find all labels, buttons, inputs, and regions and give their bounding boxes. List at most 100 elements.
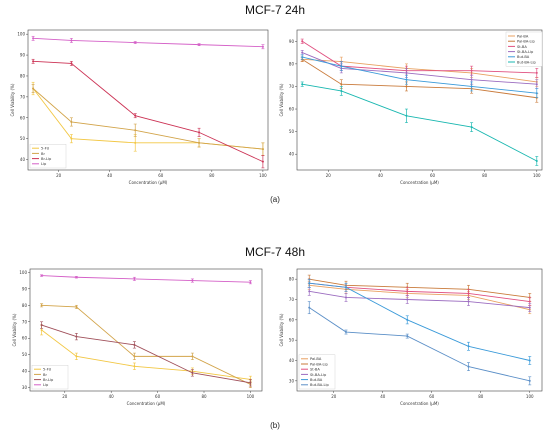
series-line [302,56,537,94]
data-point [75,276,78,279]
caption-a: (a) [270,195,280,204]
data-point [470,69,473,72]
data-point [70,62,73,65]
y-tick-label: 100 [17,32,25,37]
data-point [308,306,311,309]
data-point [345,286,347,289]
data-point [70,120,73,123]
legend-box [31,364,69,390]
y-tick-label: 60 [22,336,28,341]
data-point [75,355,78,358]
legend-label: 5-FU [43,368,52,372]
legend-label: Lip [43,383,49,387]
data-point [301,83,304,86]
x-axis-label: Concentration (µM) [400,180,439,185]
legend-label: Br-Lip [43,378,54,382]
y-tick-label: 70 [20,94,26,99]
chart-48h-left: 20 40 60 80 100 30 40 50 60 70 80 90 100 Concentratio… [12,268,263,406]
legend-label: Pal-BA-Lip [517,40,536,44]
data-point [467,300,470,303]
x-tick-label: 60 [429,394,435,399]
x-tick-label: 100 [533,173,541,178]
data-point [535,159,538,162]
series-line [302,52,537,85]
x-tick-label: 80 [482,173,488,178]
legend-label: Lip [41,162,47,166]
data-point [133,277,136,280]
chart-48h-right: 20 40 60 80 100 30 40 50 60 70 80 Concentration (µM… [279,268,543,406]
data-point [405,114,408,117]
legend-label: Br [43,373,47,377]
x-tick-label: 60 [158,173,164,178]
x-tick-label: 20 [326,173,332,178]
y-tick-label: 60 [289,107,295,112]
x-axis-label: Concentration (µM) [400,401,439,406]
legend-label: But-BA-Lip [310,383,329,387]
data-point [535,71,538,74]
legend-label: Pal-BA [517,34,529,38]
data-point [301,56,304,59]
data-point [134,129,137,132]
chart-title-48h: MCF-7 48h [244,245,306,259]
x-tick-label: 20 [62,394,68,399]
y-tick-label: 50 [22,352,28,357]
x-axis-label: Concentration (µM) [127,401,166,406]
series-line [41,275,251,283]
data-point [134,114,137,117]
data-point [198,131,201,134]
data-point [75,335,78,338]
data-point [249,281,252,284]
x-tick-label: 40 [107,173,113,178]
data-point [535,92,538,95]
legend-label: St-BA [517,45,527,49]
y-tick-label: 40 [22,369,28,374]
chart-title-24h: MCF-7 24h [244,3,306,17]
data-point [308,290,311,293]
data-point [406,298,409,301]
data-point [528,379,531,382]
x-tick-label: 80 [209,173,215,178]
data-point [405,85,408,88]
data-point [249,381,252,384]
legend-label: Pal-BA-Lip [310,362,329,366]
y-tick-label: 40 [20,157,26,162]
data-point [528,359,531,362]
legend-label: 5-FU [41,147,50,151]
series-line [41,329,251,380]
data-point [301,51,304,54]
data-point [40,324,43,327]
data-point [340,83,343,86]
x-tick-label: 80 [478,394,484,399]
data-point [70,137,73,140]
y-tick-label: 80 [289,61,295,66]
data-point [32,37,35,40]
x-axis-label: Concentration (µM) [129,180,168,185]
y-tick-label: 60 [289,317,295,322]
y-tick-label: 70 [289,297,295,302]
data-point [134,141,137,144]
y-tick-label: 30 [289,378,295,383]
y-tick-label: 30 [22,385,28,390]
y-tick-label: 80 [20,73,26,78]
legend-box [298,354,336,390]
y-tick-label: 50 [289,129,295,134]
series-line [33,60,264,163]
data-point [191,371,194,374]
y-axis-label: Cell Viability (%) [279,313,284,346]
chart-24h-left: 20 40 60 80 100 40 50 60 70 80 90 100 Concentration … [10,29,269,185]
plot-frame [296,29,543,171]
data-point [340,65,343,68]
data-point [406,290,409,293]
legend-label: Br [41,152,45,156]
data-point [308,282,311,285]
data-point [345,296,347,299]
data-point [261,45,264,48]
data-point [535,83,538,86]
plot-frame [296,268,543,392]
data-point [133,355,136,358]
data-point [261,160,264,163]
data-point [75,305,78,308]
x-tick-label: 20 [331,394,337,399]
data-point [345,331,347,334]
series-line [309,307,530,382]
